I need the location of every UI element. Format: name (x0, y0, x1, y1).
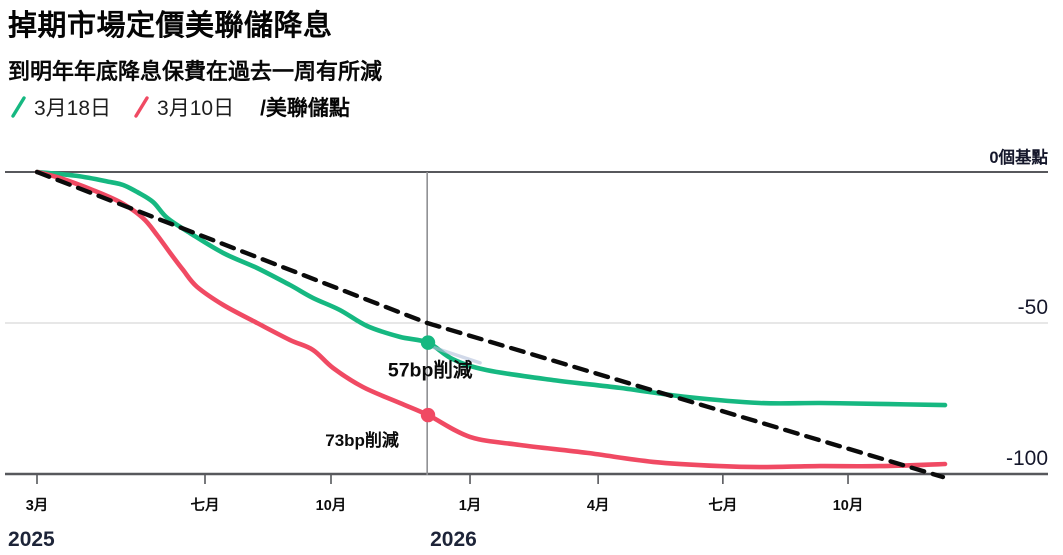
x-tick-label: 七月 (708, 497, 737, 514)
slash-icon (11, 96, 26, 118)
legend-label-fed-dots: /美聯儲點 (260, 97, 350, 120)
series-line (34, 169, 946, 480)
x-tick-label: 3月 (26, 497, 49, 514)
chart-subtitle: 到明年年底降息保費在過去一周有所減 (8, 59, 383, 84)
slash-icon (134, 96, 149, 118)
chart-title: 掉期市場定價美聯儲降息 (8, 10, 333, 42)
legend-label-mar18: 3月18日 (34, 97, 112, 120)
annotation-pointer (426, 343, 482, 365)
series-line (34, 169, 948, 470)
legend: 3月18日 3月10日 /美聯儲點 (10, 92, 350, 122)
annotation-text: 73bp削減 (325, 430, 399, 450)
x-tick-label: 4月 (587, 497, 610, 514)
y-tick-label: -50 (1018, 296, 1048, 319)
series-line (34, 169, 948, 408)
x-tick-label: 七月 (191, 497, 220, 514)
y-tick-label: -100 (1006, 447, 1048, 470)
legend-slash-mar18-icon (11, 96, 26, 118)
series-marker (420, 335, 436, 350)
legend-slash-mar10-icon (134, 96, 149, 118)
x-tick-label: 10月 (833, 497, 864, 514)
x-tick-label: 10月 (316, 497, 347, 514)
annotation-text: 57bp削減 (388, 359, 473, 382)
y-tick-label: 0個基點 (989, 147, 1048, 167)
year-label: 2026 (430, 528, 477, 551)
x-tick-label: 1月 (459, 497, 482, 514)
series-marker (420, 407, 436, 423)
year-label: 2025 (8, 528, 55, 551)
legend-label-mar10: 3月10日 (157, 97, 235, 120)
